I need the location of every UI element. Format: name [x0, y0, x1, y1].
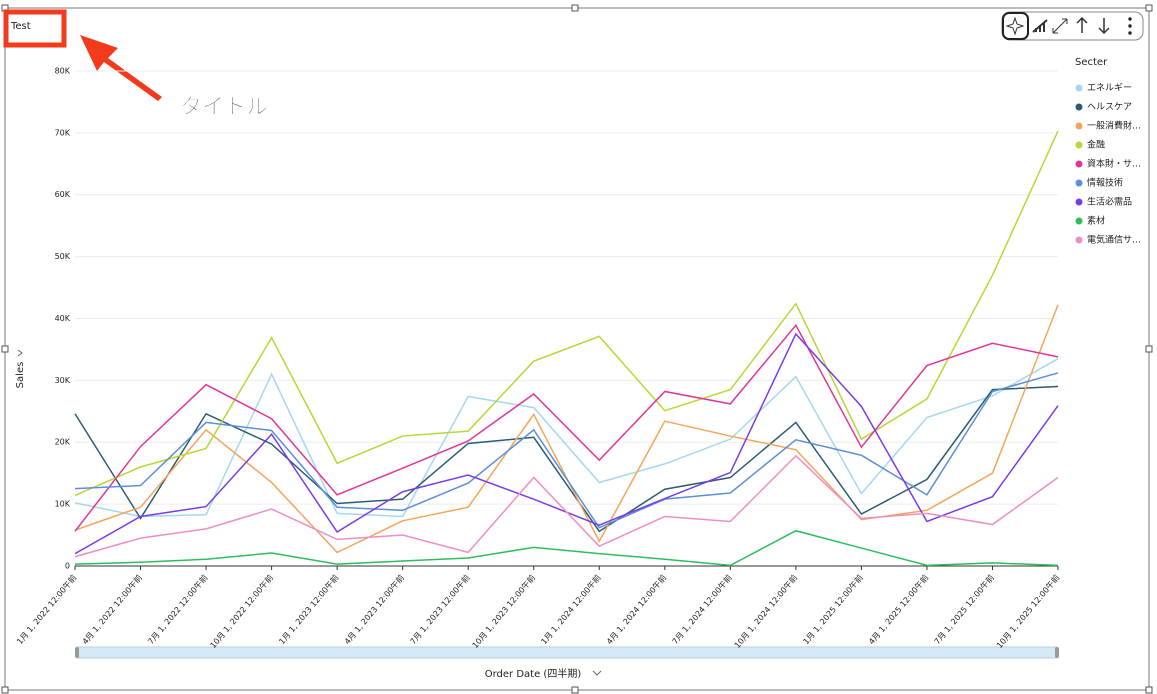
legend-label: ヘルスケア — [1087, 102, 1132, 113]
series-line — [74, 454, 1059, 558]
series-line — [74, 529, 1059, 567]
legend-swatch — [1075, 103, 1083, 111]
ai-icon[interactable] — [1005, 16, 1025, 36]
toolbar — [1001, 11, 1144, 41]
legend-label: 金融 — [1087, 139, 1105, 151]
y-axis-menu[interactable] — [17, 349, 23, 357]
series-line — [74, 323, 1059, 532]
arrow — [80, 35, 162, 101]
y-axis-title-group[interactable]: Sales — [15, 349, 26, 389]
legend-label: エネルギー — [1087, 83, 1132, 94]
legend-title: Secter — [1075, 57, 1108, 68]
legend-swatch — [1075, 122, 1083, 130]
legend-label: 情報技術 — [1087, 177, 1123, 189]
legend-label: 生活必需品 — [1087, 196, 1132, 208]
menu-icon[interactable] — [1128, 17, 1132, 35]
x-axis-menu[interactable] — [592, 670, 602, 676]
scrollbar[interactable] — [75, 646, 1059, 659]
y-tick-label: 10K — [55, 500, 71, 509]
y-tick-label: 30K — [55, 376, 71, 385]
legend-swatch — [1075, 84, 1083, 92]
legend-swatch — [1075, 217, 1083, 225]
ai-button[interactable] — [1002, 12, 1029, 40]
y-axis-title[interactable]: Sales — [15, 362, 26, 389]
y-tick-label: 80K — [55, 66, 71, 75]
legend-swatch — [1075, 141, 1083, 149]
visual-title[interactable]: Test — [10, 21, 31, 32]
y-tick-label: 50K — [55, 252, 71, 261]
move-up-icon[interactable] — [1076, 16, 1088, 33]
expand-icon[interactable] — [1052, 18, 1068, 34]
series-line — [74, 358, 1059, 518]
chart-type-icon[interactable] — [1032, 19, 1048, 33]
y-tick-label: 60K — [55, 190, 71, 199]
legend-swatch — [1075, 179, 1083, 187]
legend-label: 電気通信サ… — [1087, 234, 1141, 246]
legend-label: 素材 — [1087, 215, 1105, 227]
highlight-box — [3, 9, 67, 48]
series-line — [74, 130, 1059, 497]
y-tick-label: 20K — [55, 438, 71, 447]
series-line — [74, 385, 1059, 533]
x-axis-title[interactable]: Order Date (四半期) — [485, 667, 582, 680]
legend-label: 一般消費財… — [1087, 120, 1141, 132]
resize-handles[interactable] — [1, 4, 1153, 694]
move-down-icon[interactable] — [1098, 18, 1110, 35]
annotation: タイトル — [180, 95, 268, 120]
legend-swatch — [1075, 198, 1083, 206]
legend-label: 資本財・サ… — [1087, 158, 1141, 170]
y-tick-label: 40K — [55, 314, 71, 323]
legend-swatch — [1075, 160, 1083, 168]
visual-frame — [4, 7, 1150, 691]
series-line — [74, 372, 1059, 529]
legend-swatch — [1075, 236, 1083, 244]
y-tick-label: 0 — [65, 562, 70, 571]
y-tick-label: 70K — [55, 128, 71, 137]
